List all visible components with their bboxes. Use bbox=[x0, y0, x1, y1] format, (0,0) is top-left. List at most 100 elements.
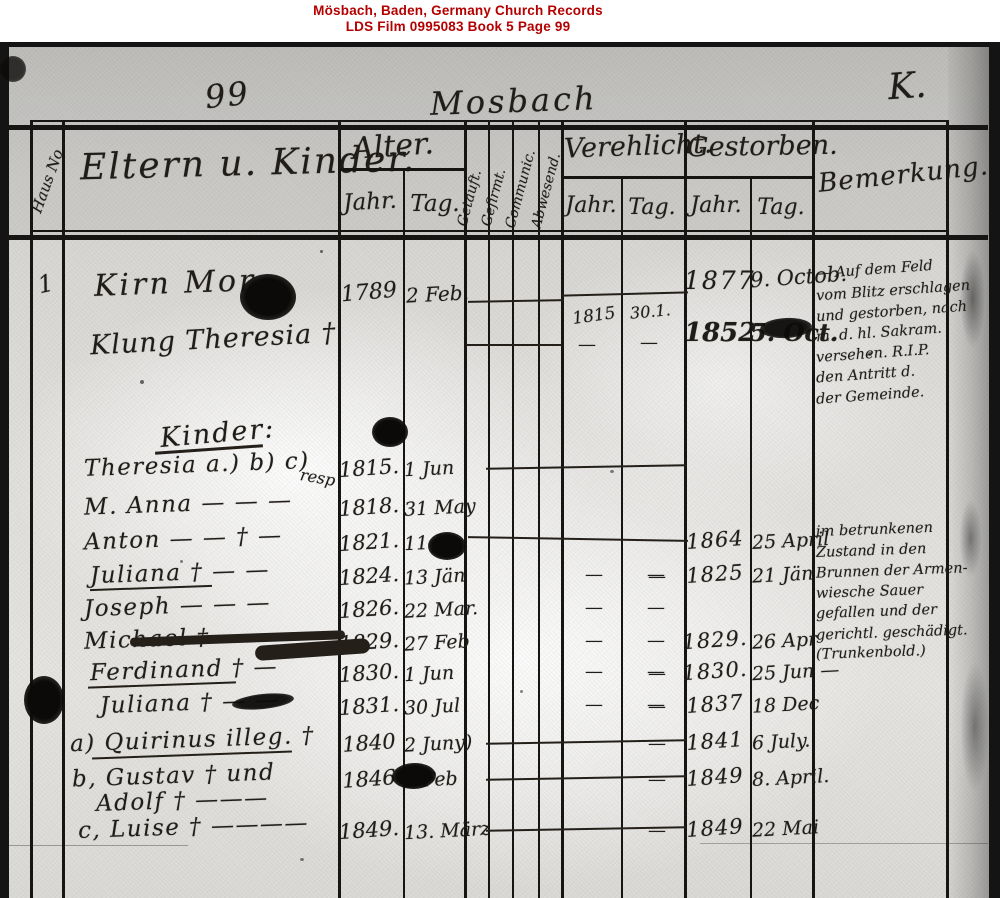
scan-border-right bbox=[989, 42, 1000, 898]
mother-death-year: 1852 bbox=[684, 318, 757, 348]
ink-blot-10 bbox=[610, 470, 614, 473]
child-birth-day: 31 May bbox=[403, 495, 477, 521]
child-birth-year: 1815. bbox=[338, 453, 400, 483]
ver-dash-2: — bbox=[647, 564, 665, 585]
child-birth-day: 1 Jun bbox=[403, 456, 455, 482]
grid-vline-7 bbox=[538, 120, 540, 898]
column-alter: Alter. bbox=[350, 126, 435, 167]
marriage-day: 30.1. bbox=[629, 300, 672, 323]
grid-vline-0 bbox=[30, 120, 33, 898]
father-name: Kirn Mor bbox=[93, 263, 257, 304]
ink-blot-1 bbox=[372, 417, 408, 447]
child-death-dash: — bbox=[648, 663, 666, 684]
grid-vline-12 bbox=[812, 120, 815, 898]
child-birth-year: 1824. bbox=[338, 561, 400, 591]
ink-blot-13 bbox=[300, 858, 304, 861]
father-death-year: 1877 bbox=[684, 266, 756, 295]
page-number-script: 99 bbox=[203, 73, 252, 117]
caption-line-1: Mösbach, Baden, Germany Church Records bbox=[313, 3, 603, 18]
child-birth-day: 1 Jun bbox=[403, 661, 455, 687]
column-verehlicht-jahr: Jahr. bbox=[565, 193, 617, 218]
marriage-dash-1: — bbox=[578, 334, 596, 355]
grid-vline-6 bbox=[512, 120, 514, 898]
place-name-script: Mosbach bbox=[429, 79, 599, 123]
ink-blot-14 bbox=[700, 150, 703, 153]
child-birth-year: 1826. bbox=[338, 594, 400, 624]
ink-blot-3 bbox=[24, 676, 64, 724]
grid-vline-3 bbox=[403, 168, 405, 898]
child-death-dash: — bbox=[648, 566, 666, 587]
child-birth-year: 1821. bbox=[338, 527, 400, 557]
grid-vline-11 bbox=[750, 176, 752, 898]
grid-vline-8 bbox=[561, 120, 564, 898]
child-death-year: 1841 bbox=[685, 727, 745, 755]
child-birth-year: 1830. bbox=[338, 658, 400, 688]
child-death-year: 1849 bbox=[685, 763, 745, 791]
grid-vline-2 bbox=[338, 120, 341, 898]
corner-letter-script: K. bbox=[886, 64, 928, 109]
child-birth-day: 27 Feb bbox=[403, 630, 471, 656]
ver-dash-1: — bbox=[585, 661, 603, 682]
child-death-year: 1829. bbox=[681, 625, 749, 655]
ver-dash-1: — bbox=[585, 564, 603, 585]
child-death-dash: — bbox=[648, 733, 666, 754]
scan-border-left bbox=[0, 42, 9, 898]
scan-border-top bbox=[0, 42, 1000, 47]
child-birth-year: 1846 bbox=[341, 765, 397, 793]
child-death-day: 6 July. bbox=[751, 729, 811, 755]
ink-blot-11 bbox=[868, 352, 872, 356]
child-death-dash: — bbox=[648, 696, 666, 717]
child-death-dash: — bbox=[648, 820, 666, 841]
column-alter-jahr: Jahr. bbox=[342, 187, 398, 217]
child-death-day: 22 Mai bbox=[751, 816, 820, 842]
grid-hline-1 bbox=[8, 125, 988, 130]
child-death-day: 21 Jän bbox=[751, 562, 814, 588]
ver-dash-1: — bbox=[585, 597, 603, 618]
ink-blot-15 bbox=[180, 560, 183, 563]
child-death-day: 18 Dec bbox=[751, 692, 820, 718]
ink-blot-2 bbox=[428, 532, 466, 560]
ver-dash-1: — bbox=[585, 694, 603, 715]
caption-line-2: LDS Film 0995083 Book 5 Page 99 bbox=[345, 19, 571, 34]
ink-blot-7 bbox=[0, 56, 26, 82]
grid-hline-0 bbox=[30, 120, 946, 122]
column-alter-tag: Tag. bbox=[410, 191, 460, 217]
grid-vline-13 bbox=[946, 120, 949, 898]
child-birth-day: 13 Jän bbox=[403, 564, 466, 590]
ver-dash-1: — bbox=[585, 630, 603, 651]
grid-hline-3 bbox=[561, 176, 812, 179]
child-death-year: 1864 bbox=[685, 526, 745, 554]
child-birth-day: 13. März bbox=[403, 817, 491, 845]
grid-hline-2 bbox=[338, 168, 464, 171]
child-death-year: 1837 bbox=[685, 690, 745, 718]
grid-vline-1 bbox=[62, 120, 65, 898]
child-birth-year: 1831. bbox=[338, 691, 400, 721]
ink-blot-0 bbox=[240, 274, 296, 320]
ver-dash-2: — bbox=[647, 630, 665, 651]
column-gestorben-tag: Tag. bbox=[757, 195, 805, 220]
grid-hline-4 bbox=[30, 230, 946, 232]
grid-vline-4 bbox=[464, 120, 467, 898]
child-birth-day: 2 Juny) bbox=[403, 731, 473, 757]
child-death-year: 1825 bbox=[685, 560, 745, 588]
page-edge-shadow bbox=[948, 42, 989, 898]
child-birth-year: 1818. bbox=[338, 492, 400, 522]
ink-blot-9 bbox=[320, 250, 323, 253]
child-remark-line: wiesche Sauer bbox=[815, 581, 924, 602]
child-birth-day: 30 Jul bbox=[403, 694, 461, 720]
column-verehlicht-tag: Tag. bbox=[628, 195, 676, 220]
scan-header-shading bbox=[0, 42, 1000, 238]
grid-hline-5 bbox=[8, 235, 988, 240]
ver-dash-2: — bbox=[647, 661, 665, 682]
ver-dash-2: — bbox=[647, 597, 665, 618]
column-gestorben: Gestorben. bbox=[686, 129, 838, 164]
child-death-day: 8. April. bbox=[751, 764, 830, 792]
ink-blot-8 bbox=[140, 380, 144, 384]
row2-connector bbox=[466, 344, 562, 346]
child-death-day: 25 Jun — bbox=[751, 658, 840, 686]
ink-blot-12 bbox=[520, 690, 523, 693]
grid-vline-5 bbox=[488, 120, 490, 898]
crease-line-left bbox=[8, 845, 188, 846]
crease-line-right bbox=[700, 843, 988, 844]
